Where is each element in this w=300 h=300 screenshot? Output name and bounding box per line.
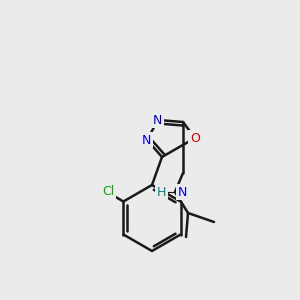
Text: O: O — [190, 131, 200, 145]
Text: N: N — [152, 113, 162, 127]
Text: N: N — [178, 185, 188, 199]
Text: H: H — [157, 185, 166, 199]
Text: Cl: Cl — [102, 185, 114, 198]
Text: N: N — [141, 134, 151, 146]
